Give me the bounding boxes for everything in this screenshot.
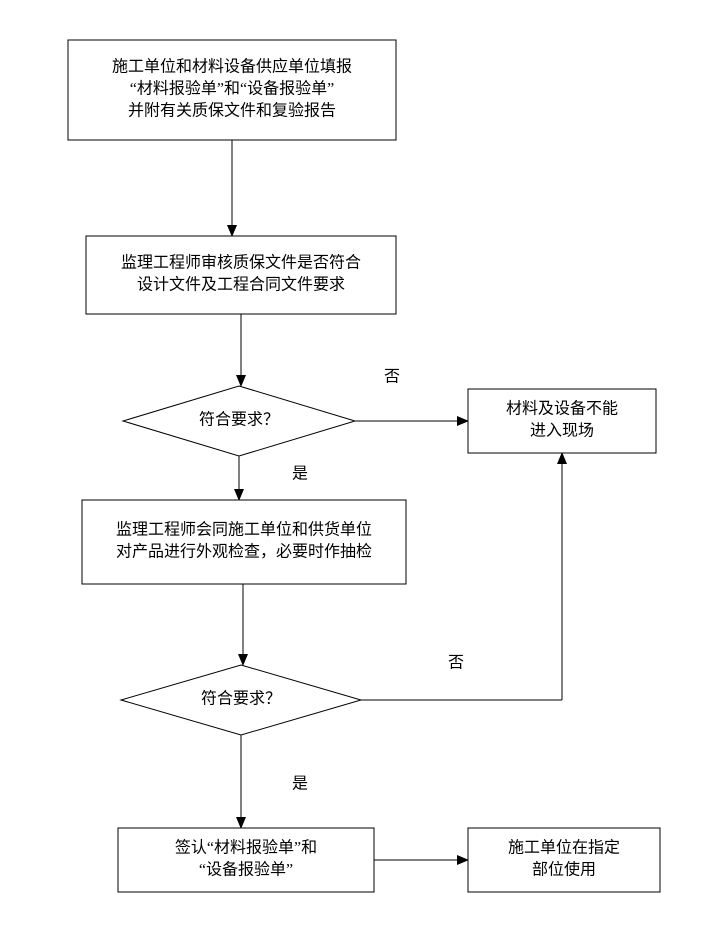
node-text: 部位使用 xyxy=(532,861,596,879)
flow-node-n3: 材料及设备不能进入现场 xyxy=(468,389,656,453)
node-text: “材料报验单”和“设备报验单” xyxy=(130,80,334,98)
node-text: 设计文件及工程合同文件要求 xyxy=(137,276,345,294)
edge-label-d2_yes: 是 xyxy=(292,776,308,793)
flow-node-d2: 符合要求？ xyxy=(121,665,361,735)
flow-node-n5: 签认“材料报验单”和 “设备报验单” xyxy=(118,828,374,892)
flow-node-d1: 符合要求？ xyxy=(123,386,355,456)
node-text: 签认“材料报验单”和 xyxy=(175,839,317,857)
edge-label-d1_no: 否 xyxy=(384,369,400,386)
flow-node-n1: 施工单位和材料设备供应单位填报 “材料报验单”和“设备报验单” 并附有关质保文件和复… xyxy=(68,40,396,140)
node-text: 监理工程师审核质保文件是否符合 xyxy=(121,254,361,272)
node-text: 监理工程师会同施工单位和供货单位 xyxy=(116,521,372,539)
flow-node-n4: 监理工程师会同施工单位和供货单位对产品进行外观检查，必要时作抽检 xyxy=(82,500,406,584)
node-text: 施工单位在指定 xyxy=(508,839,620,857)
node-text: 符合要求？ xyxy=(199,411,279,429)
flow-node-n6: 施工单位在指定部位使用 xyxy=(468,828,660,892)
edge-label-d2_no: 否 xyxy=(448,655,464,672)
node-text: “设备报验单” xyxy=(199,861,293,879)
edge-label-d1_yes: 是 xyxy=(292,466,308,483)
node-text: 施工单位和材料设备供应单位填报 xyxy=(112,57,352,76)
node-text: 符合要求？ xyxy=(201,690,281,708)
node-text: 并附有关质保文件和复验报告 xyxy=(128,102,336,120)
flow-node-n2: 监理工程师审核质保文件是否符合设计文件及工程合同文件要求 xyxy=(86,236,396,314)
node-text: 材料及设备不能 xyxy=(506,400,618,418)
node-text: 进入现场 xyxy=(530,422,594,440)
node-text: 对产品进行外观检查，必要时作抽检 xyxy=(116,543,372,561)
